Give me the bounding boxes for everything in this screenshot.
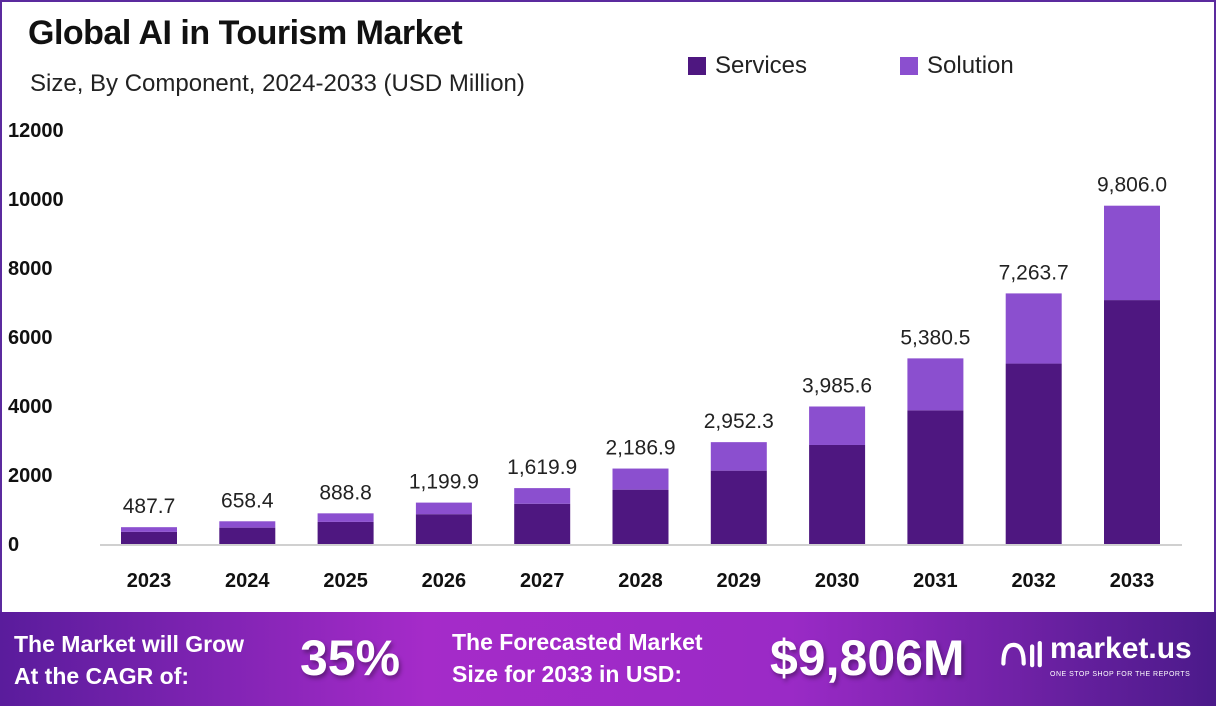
x-tick-label-2031: 2031 <box>913 570 958 592</box>
logo-name: market.us <box>1050 632 1192 665</box>
data-label-2033: 9,806.0 <box>1097 174 1167 197</box>
bar-services-2025 <box>317 521 374 544</box>
forecast-value: $9,806M <box>770 630 965 686</box>
y-tick-label: 10000 <box>8 189 64 211</box>
x-tick-label-2023: 2023 <box>127 570 172 592</box>
x-tick-label-2029: 2029 <box>717 570 762 592</box>
bar-services-2031 <box>907 410 964 544</box>
x-tick-label-2032: 2032 <box>1011 570 1056 592</box>
bar-services-2028 <box>612 489 669 544</box>
y-tick-label: 12000 <box>8 120 64 142</box>
chart-subtitle: Size, By Component, 2024-2033 (USD Milli… <box>30 70 525 97</box>
data-label-2029: 2,952.3 <box>704 410 774 433</box>
data-label-2032: 7,263.7 <box>999 261 1069 284</box>
y-tick-label: 6000 <box>8 327 53 349</box>
x-tick-label-2030: 2030 <box>815 570 860 592</box>
bar-services-2027 <box>514 503 571 544</box>
bar-services-2033 <box>1104 300 1160 544</box>
x-tick-label-2028: 2028 <box>618 570 663 592</box>
bar-solution-2033 <box>1104 205 1160 301</box>
chart-frame <box>0 0 1216 614</box>
legend-item-solution: Solution <box>900 52 1014 80</box>
legend-item-services: Services <box>688 52 807 80</box>
bar-solution-2031 <box>907 358 964 411</box>
forecast-label-line2: Size for 2033 in USD: <box>452 661 683 687</box>
bar-solution-2030 <box>809 406 866 445</box>
cagr-value: 35% <box>300 630 401 686</box>
bar-solution-2027 <box>514 488 571 504</box>
x-tick-label-2025: 2025 <box>323 570 368 592</box>
logo-icon <box>1001 641 1042 668</box>
cagr-label: The Market will Grow At the CAGR of: <box>14 628 244 692</box>
bar-services-2026 <box>415 514 472 544</box>
x-tick-label-2024: 2024 <box>225 570 270 592</box>
chart-title: Global AI in Tourism Market <box>28 14 463 52</box>
logo-tagline: ONE STOP SHOP FOR THE REPORTS <box>1050 671 1191 678</box>
bar-services-2023 <box>121 531 177 544</box>
x-tick-label-2033: 2033 <box>1110 570 1155 592</box>
bar-solution-2029 <box>710 442 767 471</box>
bar-services-2030 <box>809 444 866 544</box>
bar-solution-2032 <box>1005 293 1062 364</box>
legend-swatch-solution <box>900 57 918 75</box>
x-tick-label-2026: 2026 <box>422 570 467 592</box>
data-label-2031: 5,380.5 <box>900 326 970 349</box>
bar-chart: 0 2000 4000 6000 8000 10000 12000 487.7 2023 658.… <box>8 120 1182 592</box>
summary-banner: The Market will Grow At the CAGR of: 35%… <box>0 612 1216 706</box>
y-tick-label: 0 <box>8 534 19 556</box>
y-tick-label: 2000 <box>8 465 53 487</box>
data-label-2030: 3,985.6 <box>802 374 872 397</box>
forecast-label: The Forecasted Market Size for 2033 in U… <box>452 626 703 690</box>
data-label-2024: 658.4 <box>221 489 274 512</box>
bar-services-2024 <box>219 527 276 544</box>
bar-solution-2028 <box>612 468 669 490</box>
legend-label-solution: Solution <box>927 52 1014 79</box>
legend-label-services: Services <box>715 52 808 79</box>
bar-solution-2025 <box>317 513 374 522</box>
cagr-label-line2: At the CAGR of: <box>14 663 190 689</box>
data-label-2025: 888.8 <box>319 481 372 504</box>
bar-solution-2024 <box>219 521 276 528</box>
data-label-2023: 487.7 <box>123 495 176 518</box>
y-tick-label: 4000 <box>8 396 53 418</box>
bar-services-2029 <box>710 470 767 544</box>
cagr-label-line1: The Market will Grow <box>14 631 245 657</box>
market-us-logo: market.us ONE STOP SHOP FOR THE REPORTS <box>1000 630 1192 680</box>
forecast-label-line1: The Forecasted Market <box>452 629 703 655</box>
bar-solution-2026 <box>415 502 472 515</box>
bar-solution-2023 <box>121 527 177 532</box>
data-label-2027: 1,619.9 <box>507 456 577 479</box>
y-tick-label: 8000 <box>8 258 53 280</box>
data-label-2028: 2,186.9 <box>605 437 675 460</box>
x-tick-label-2027: 2027 <box>520 570 565 592</box>
bar-services-2032 <box>1005 363 1062 544</box>
data-label-2026: 1,199.9 <box>409 471 479 494</box>
legend-swatch-services <box>688 57 706 75</box>
